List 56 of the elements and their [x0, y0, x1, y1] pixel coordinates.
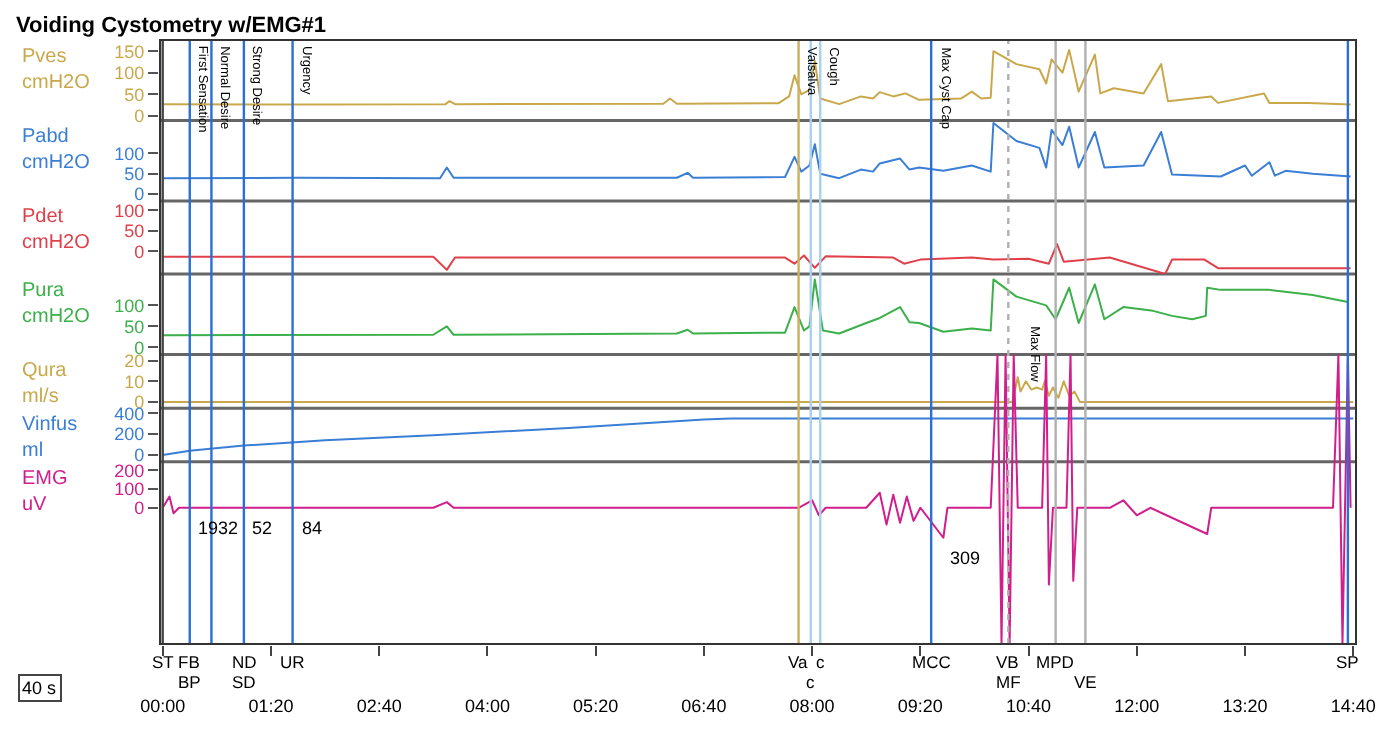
y-tick-label: 200	[114, 460, 145, 481]
y-tick-label: 0	[134, 241, 145, 262]
x-tick-label: 10:40	[1006, 695, 1052, 716]
y-tick-label: 50	[124, 316, 145, 337]
ref-line-label: c	[816, 652, 826, 672]
y-tick-label: 100	[114, 295, 145, 316]
x-tick-label: 06:40	[681, 695, 727, 716]
ref-line-label: Va	[788, 652, 809, 672]
ref-line-label: ND SD	[232, 652, 257, 692]
x-tick-label: 05:20	[573, 695, 619, 716]
ref-line-label: c	[806, 672, 816, 692]
ref-line-label: SP	[1336, 652, 1360, 672]
x-tick-label: 00:00	[140, 695, 186, 716]
y-tick-label: 0	[134, 498, 145, 519]
annotation: 84	[302, 518, 323, 538]
y-tick-label: 100	[114, 63, 145, 84]
y-axis-title: Qura ml/s	[22, 360, 68, 408]
ref-line-label: VB MF	[996, 652, 1021, 692]
y-axis-title: Vinfus ml	[22, 414, 78, 462]
y-tick-label: 0	[134, 106, 145, 127]
y-axis-title: Pves cmH2O	[22, 46, 91, 94]
ref-line-label: MPD	[1036, 652, 1074, 672]
x-tick-label: 13:20	[1222, 695, 1268, 716]
x-tick-label: 04:00	[464, 695, 510, 716]
y-tick-label: 100	[114, 143, 145, 164]
text: 40 s	[22, 678, 58, 698]
x-tick-label: 08:00	[789, 695, 835, 716]
ref-line-label: FB BP	[178, 652, 202, 692]
y-tick-label: 0	[134, 445, 145, 466]
annotation: 309	[950, 548, 981, 568]
x-tick-label: 14:40	[1330, 695, 1376, 716]
y-tick-label: 0	[134, 184, 145, 205]
y-tick-label: 150	[114, 41, 145, 62]
annotation: 52	[252, 518, 273, 538]
y-tick-label: 50	[124, 221, 145, 242]
y-tick-label: 100	[114, 479, 145, 500]
x-tick-label: 09:20	[897, 695, 943, 716]
ref-line-label: UR	[280, 652, 305, 672]
x-tick-label: 01:20	[248, 695, 294, 716]
y-axis-title: Pura cmH2O	[22, 280, 91, 328]
y-tick-label: 0	[134, 337, 145, 358]
chart-title: Voiding Cystometry w/EMG#1	[16, 14, 327, 38]
y-tick-label: 50	[124, 84, 145, 105]
annotation: 32	[218, 518, 239, 538]
ref-line-label: MCC	[912, 652, 951, 672]
y-tick-label: 10	[124, 371, 145, 392]
y-axis-title: Pdet cmH2O	[22, 206, 91, 254]
y-axis-title: EMG uV	[22, 468, 68, 516]
ref-line-label: ST	[152, 652, 174, 672]
x-tick-label: 12:00	[1114, 695, 1160, 716]
y-tick-label: 50	[124, 163, 145, 184]
y-axis-title: Pabd cmH2O	[22, 126, 91, 174]
y-tick-label: 200	[114, 424, 145, 445]
ref-line-label: VE	[1074, 672, 1098, 692]
y-tick-label: 100	[114, 200, 145, 221]
x-tick-label: 02:40	[356, 695, 402, 716]
